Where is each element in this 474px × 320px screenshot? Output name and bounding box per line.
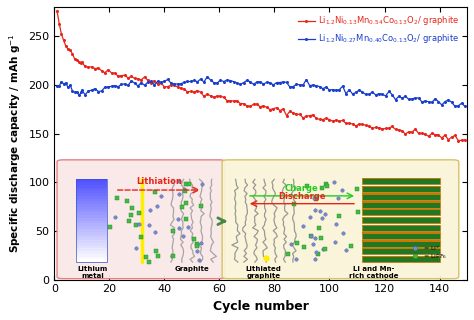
Bar <box>363 194 439 200</box>
Bar <box>363 240 439 242</box>
Bar <box>76 218 107 221</box>
Legend: Li$_{1.2}$Ni$_{0.13}$Mn$_{0.54}$Co$_{0.13}$O$_2$/ graphite, Li$_{1.2}$Ni$_{0.27}: Li$_{1.2}$Ni$_{0.13}$Mn$_{0.54}$Co$_{0.1… <box>295 11 463 49</box>
Bar <box>363 248 439 254</box>
Li$_{1.2}$Ni$_{0.13}$Mn$_{0.54}$Co$_{0.13}$O$_2$/ graphite <box>67 48 73 52</box>
Text: = Li$^{+}$: = Li$^{+}$ <box>423 244 441 253</box>
Bar <box>363 256 439 262</box>
Li$_{1.2}$Ni$_{0.27}$Mn$_{0.40}$Co$_{0.13}$O$_2$/ graphite <box>204 75 210 78</box>
Bar <box>363 209 439 215</box>
Bar <box>363 201 439 203</box>
Bar <box>76 248 107 251</box>
Bar <box>76 259 107 262</box>
Bar <box>76 212 107 215</box>
Li$_{1.2}$Ni$_{0.13}$Mn$_{0.54}$Co$_{0.13}$O$_2$/ graphite <box>456 139 461 142</box>
Li$_{1.2}$Ni$_{0.13}$Mn$_{0.54}$Co$_{0.13}$O$_2$/ graphite <box>54 9 60 13</box>
Bar <box>363 217 439 223</box>
Li$_{1.2}$Ni$_{0.27}$Mn$_{0.40}$Co$_{0.13}$O$_2$/ graphite <box>462 104 468 108</box>
Bar <box>76 179 107 262</box>
Li$_{1.2}$Ni$_{0.27}$Mn$_{0.40}$Co$_{0.13}$O$_2$/ graphite <box>67 83 73 87</box>
Text: = LiPF$_6$: = LiPF$_6$ <box>423 252 447 261</box>
Bar <box>363 186 439 187</box>
Li$_{1.2}$Ni$_{0.13}$Mn$_{0.54}$Co$_{0.13}$O$_2$/ graphite <box>373 125 379 129</box>
Text: Li and Mn-
rich cathode: Li and Mn- rich cathode <box>349 266 398 279</box>
Li$_{1.2}$Ni$_{0.13}$Mn$_{0.54}$Co$_{0.13}$O$_2$/ graphite <box>261 104 266 108</box>
Text: Lithium
metal: Lithium metal <box>78 266 108 279</box>
Bar <box>76 196 107 199</box>
Bar <box>363 209 439 211</box>
Text: Discharge: Discharge <box>278 192 326 201</box>
Li$_{1.2}$Ni$_{0.27}$Mn$_{0.40}$Co$_{0.13}$O$_2$/ graphite <box>412 96 418 100</box>
Bar <box>363 240 439 246</box>
Bar <box>76 226 107 229</box>
Bar <box>76 243 107 245</box>
Text: Charge: Charge <box>285 184 319 193</box>
Li$_{1.2}$Ni$_{0.13}$Mn$_{0.54}$Co$_{0.13}$O$_2$/ graphite <box>155 82 161 86</box>
Li$_{1.2}$Ni$_{0.27}$Mn$_{0.40}$Co$_{0.13}$O$_2$/ graphite <box>54 84 60 88</box>
Li$_{1.2}$Ni$_{0.27}$Mn$_{0.40}$Co$_{0.13}$O$_2$/ graphite <box>376 92 382 96</box>
Bar <box>363 178 439 184</box>
Text: Graphite: Graphite <box>174 266 209 272</box>
Bar <box>363 248 439 250</box>
Li$_{1.2}$Ni$_{0.13}$Mn$_{0.54}$Co$_{0.13}$O$_2$/ graphite <box>290 111 296 115</box>
Bar <box>76 232 107 235</box>
Li$_{1.2}$Ni$_{0.27}$Mn$_{0.40}$Co$_{0.13}$O$_2$/ graphite <box>452 104 458 108</box>
Bar <box>76 188 107 190</box>
Bar <box>76 193 107 196</box>
Bar <box>76 182 107 185</box>
Bar <box>363 225 439 231</box>
Bar <box>76 207 107 210</box>
Bar <box>76 229 107 232</box>
Bar <box>363 232 439 234</box>
Bar <box>76 235 107 237</box>
Bar <box>76 221 107 223</box>
Li$_{1.2}$Ni$_{0.27}$Mn$_{0.40}$Co$_{0.13}$O$_2$/ graphite <box>155 80 161 84</box>
Li$_{1.2}$Ni$_{0.13}$Mn$_{0.54}$Co$_{0.13}$O$_2$/ graphite <box>409 130 415 134</box>
Text: Lithiated
graphite: Lithiated graphite <box>246 266 282 279</box>
Bar <box>76 251 107 254</box>
Bar <box>363 201 439 208</box>
Bar <box>363 217 439 218</box>
Li$_{1.2}$Ni$_{0.13}$Mn$_{0.54}$Co$_{0.13}$O$_2$/ graphite <box>462 138 468 142</box>
Bar <box>76 210 107 212</box>
Text: Lithiation: Lithiation <box>136 177 182 186</box>
Line: Li$_{1.2}$Ni$_{0.13}$Mn$_{0.54}$Co$_{0.13}$O$_2$/ graphite: Li$_{1.2}$Ni$_{0.13}$Mn$_{0.54}$Co$_{0.1… <box>55 10 466 142</box>
Bar <box>76 257 107 259</box>
Bar <box>363 232 439 239</box>
Bar <box>76 245 107 248</box>
Bar <box>363 186 439 192</box>
Bar <box>76 185 107 188</box>
FancyBboxPatch shape <box>57 160 225 279</box>
X-axis label: Cycle number: Cycle number <box>213 300 309 313</box>
Bar <box>76 215 107 218</box>
Y-axis label: Specific discharge capacity / mAh g$^{-1}$: Specific discharge capacity / mAh g$^{-1… <box>7 33 23 253</box>
Bar <box>363 194 439 195</box>
Bar <box>76 199 107 201</box>
Bar <box>76 179 107 182</box>
Bar <box>76 223 107 226</box>
Bar <box>76 204 107 207</box>
Li$_{1.2}$Ni$_{0.27}$Mn$_{0.40}$Co$_{0.13}$O$_2$/ graphite <box>264 80 270 84</box>
Bar <box>76 254 107 257</box>
Bar <box>363 178 439 179</box>
Bar <box>363 256 439 257</box>
Bar <box>76 240 107 243</box>
Bar <box>76 201 107 204</box>
Bar <box>363 225 439 226</box>
Li$_{1.2}$Ni$_{0.27}$Mn$_{0.40}$Co$_{0.13}$O$_2$/ graphite <box>293 83 299 86</box>
Line: Li$_{1.2}$Ni$_{0.27}$Mn$_{0.40}$Co$_{0.13}$O$_2$/ graphite: Li$_{1.2}$Ni$_{0.27}$Mn$_{0.40}$Co$_{0.1… <box>55 75 466 108</box>
FancyBboxPatch shape <box>222 160 459 279</box>
Bar <box>76 237 107 240</box>
Bar <box>76 190 107 193</box>
